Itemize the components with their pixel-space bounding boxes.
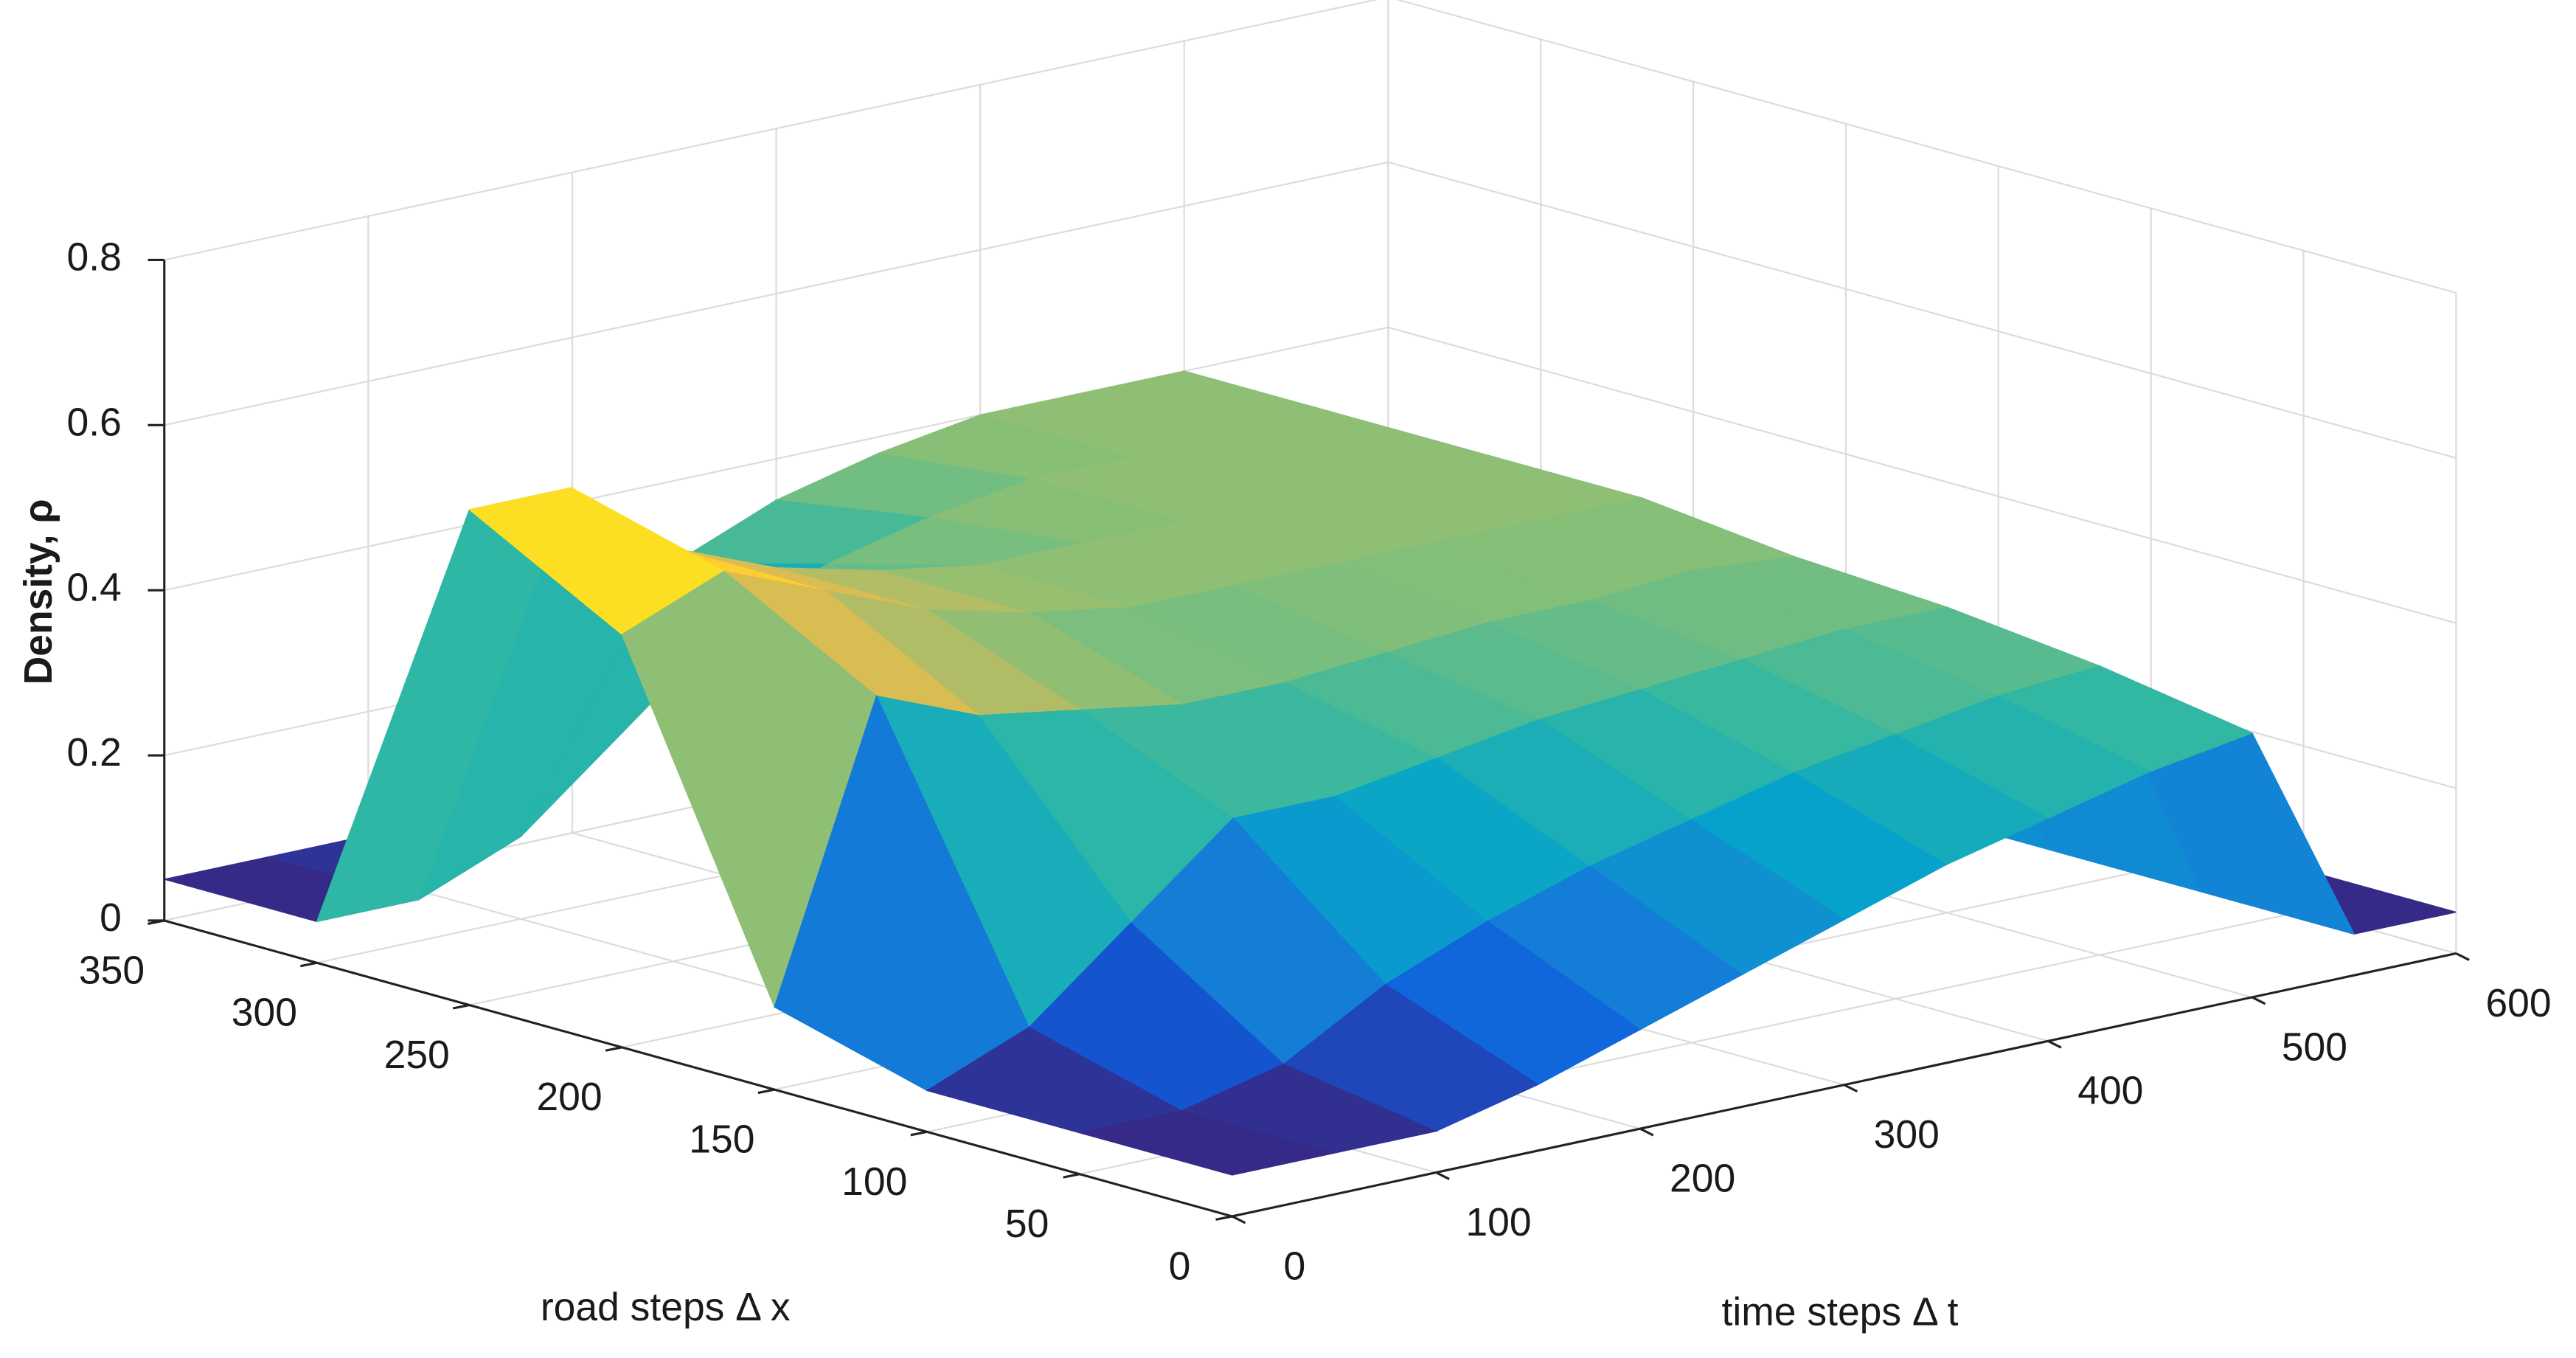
grid-line (1395, 0, 2457, 294)
y-axis-label: road steps Δ x (541, 1286, 791, 1329)
y-tick-label: 50 (1005, 1202, 1049, 1246)
grid-line (1388, 161, 2457, 459)
tick-mark (1843, 1084, 1858, 1093)
tick-mark (910, 1130, 928, 1137)
surface-patch (1079, 1110, 1335, 1176)
tick-mark (300, 961, 317, 968)
y-tick-label: 150 (689, 1118, 754, 1162)
tick-mark (1639, 1127, 1654, 1137)
tick-mark (1215, 1215, 1233, 1221)
x-tick-label: 400 (2077, 1070, 2143, 1113)
tick-mark (1435, 1171, 1450, 1180)
y-tick-label: 100 (841, 1160, 907, 1204)
x-tick-label: 600 (2485, 982, 2551, 1025)
tick-mark (1063, 1173, 1080, 1179)
grid-line (164, 161, 1389, 426)
tick-mark (452, 1004, 470, 1010)
x-tick-label: 300 (1874, 1113, 1940, 1157)
x-tick-label: 200 (1670, 1157, 1735, 1201)
x-axis-label: time steps Δ t (1722, 1291, 1959, 1334)
tick-mark (605, 1046, 622, 1052)
y-tick-label: 300 (232, 991, 297, 1035)
z-axis-label: Density, ρ (17, 499, 60, 685)
y-tick-label: 350 (79, 949, 145, 992)
z-tick-label: 0.2 (67, 731, 122, 775)
z-tick-label: 0 (100, 896, 122, 940)
tick-mark (1232, 1215, 1246, 1224)
axis-line (164, 919, 1233, 1218)
z-tick-label: 0.6 (67, 401, 122, 444)
tick-mark (757, 1088, 775, 1095)
tick-mark (2455, 952, 2470, 961)
x-tick-label: 500 (2282, 1025, 2347, 1069)
z-tick-label: 0.8 (67, 236, 122, 280)
axes-layer: 0 100 200 300 400 500 600 0 50 100 150 200 250 300 350… (67, 236, 2552, 1289)
tick-mark (2252, 996, 2266, 1005)
grid-line (164, 0, 1379, 261)
y-tick-label: 0 (1169, 1244, 1191, 1288)
grid-line (1388, 326, 2457, 624)
x-tick-label: 100 (1465, 1201, 1531, 1244)
z-tick-label: 0.4 (67, 566, 122, 609)
y-tick-label: 250 (384, 1033, 450, 1077)
surface (164, 370, 2457, 1176)
x-tick-label: 0 (1284, 1244, 1306, 1288)
tick-mark (2047, 1039, 2062, 1049)
y-tick-label: 200 (536, 1075, 602, 1119)
